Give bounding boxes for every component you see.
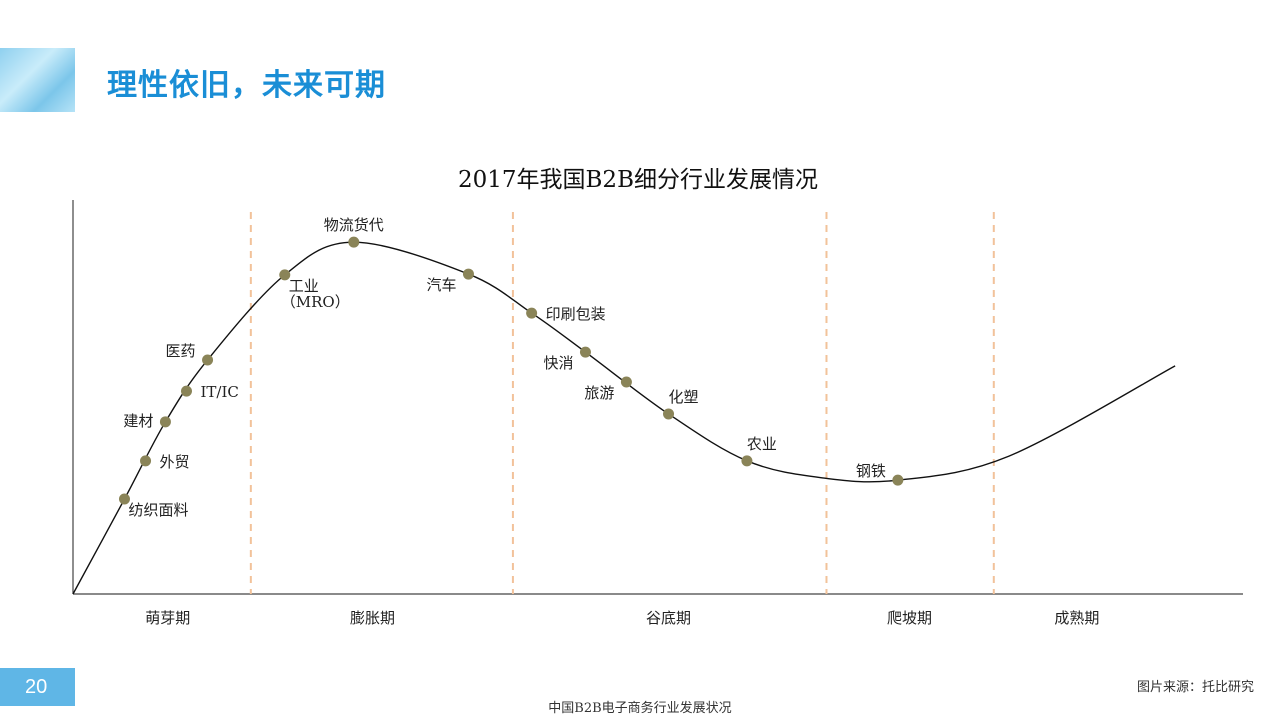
industry-point bbox=[180, 385, 192, 397]
industry-label: 医药 bbox=[166, 342, 196, 360]
industry-point bbox=[620, 376, 632, 388]
industry-point bbox=[462, 268, 474, 280]
slide-title: 理性依旧，未来可期 bbox=[107, 68, 386, 103]
source-note: 图片来源：托比研究 bbox=[1136, 680, 1254, 695]
chart-title: 2017年我国B2B细分行业发展情况 bbox=[458, 167, 818, 193]
industry-label: 物流货代 bbox=[324, 216, 384, 234]
industry-label: 农业 bbox=[747, 435, 777, 453]
industry-point bbox=[663, 408, 675, 420]
stage-label: 成熟期 bbox=[1054, 609, 1099, 627]
lifecycle-curve bbox=[72, 241, 1176, 595]
industry-point bbox=[348, 236, 360, 248]
industry-point bbox=[526, 307, 538, 319]
industry-sublabel: （MRO） bbox=[281, 293, 350, 311]
industry-point bbox=[202, 354, 214, 366]
stage-label: 谷底期 bbox=[646, 609, 691, 627]
industry-point bbox=[140, 455, 152, 467]
industry-label: 建材 bbox=[123, 412, 153, 430]
industry-label: IT/IC bbox=[200, 383, 238, 401]
industry-label: 印刷包装 bbox=[546, 305, 606, 323]
industry-label: 纺织面料 bbox=[128, 501, 188, 519]
industry-point bbox=[741, 455, 753, 467]
page-number: 20 bbox=[0, 668, 75, 706]
stage-label: 爬坡期 bbox=[887, 609, 932, 627]
industry-point bbox=[892, 474, 904, 486]
industry-point bbox=[118, 493, 130, 505]
industry-point bbox=[159, 416, 171, 428]
industry-label: 外贸 bbox=[160, 453, 190, 471]
header-banner-image bbox=[0, 48, 75, 112]
stage-label: 膨胀期 bbox=[350, 609, 395, 627]
industry-point bbox=[579, 346, 591, 358]
industry-label: 快消 bbox=[543, 354, 573, 372]
industry-label: 工业 bbox=[289, 277, 319, 295]
industry-label: 旅游 bbox=[584, 384, 614, 402]
industry-label: 钢铁 bbox=[856, 462, 886, 480]
industry-label: 汽车 bbox=[426, 276, 456, 294]
industry-point bbox=[279, 269, 291, 281]
footer-caption: 中国B2B电子商务行业发展状况 bbox=[548, 701, 732, 716]
industry-label: 化塑 bbox=[669, 388, 699, 406]
stage-label: 萌芽期 bbox=[145, 609, 190, 627]
